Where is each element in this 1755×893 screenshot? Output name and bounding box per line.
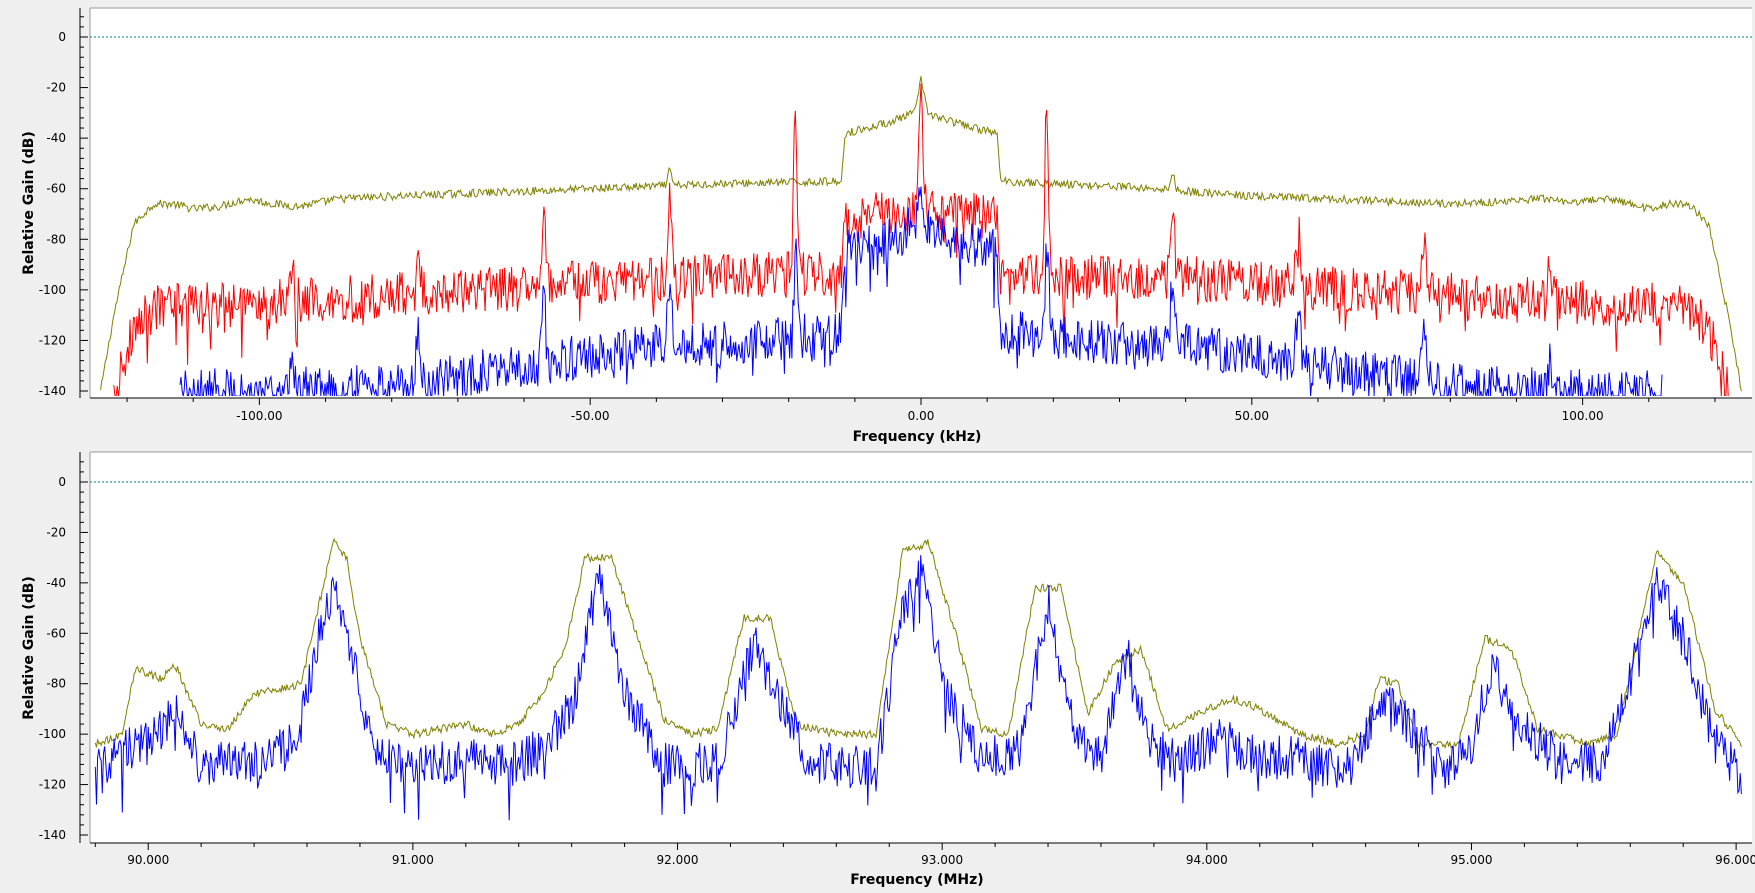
y-tick-label: -140 <box>39 384 66 398</box>
x-tick-label: -100.00 <box>236 409 282 423</box>
top-x-axis: -100.00 -50.00 0.00 50.00 100.00 <box>90 397 1752 423</box>
series-line-0 <box>94 537 1742 750</box>
bottom-x-axis-title: Frequency (MHz) <box>850 872 983 888</box>
x-tick-label: 90.000 <box>127 853 169 867</box>
series-line-0 <box>100 76 1742 392</box>
y-tick-label: -100 <box>39 727 66 741</box>
y-tick-label: -60 <box>46 182 66 196</box>
x-tick-label: 91.000 <box>392 853 434 867</box>
y-tick-label: -120 <box>39 778 66 792</box>
bottom-y-axis: 0 -20 -40 -60 -80 -100 -120 -140 <box>39 452 88 843</box>
x-tick-label: 95.000 <box>1450 853 1492 867</box>
top-y-axis: 0 -20 -40 -60 -80 -100 -120 -140 <box>39 8 88 398</box>
y-tick-label: -100 <box>39 283 66 297</box>
top-y-axis-title: Relative Gain (dB) <box>21 131 37 275</box>
bottom-x-axis: 90.000 91.000 92.000 93.000 94.000 95.000 96.0… <box>90 842 1755 867</box>
top-x-axis-title: Frequency (kHz) <box>853 429 982 445</box>
series-line-1 <box>113 83 1729 396</box>
bottom-series-group <box>94 537 1742 821</box>
y-tick-label: -60 <box>46 626 66 640</box>
y-tick-label: -40 <box>46 131 66 145</box>
y-tick-label: -140 <box>39 828 66 842</box>
y-tick-label: 0 <box>58 30 66 44</box>
x-tick-label: 92.000 <box>657 853 699 867</box>
bottom-y-axis-title: Relative Gain (dB) <box>21 576 37 720</box>
y-tick-label: -80 <box>46 677 66 691</box>
y-tick-label: -80 <box>46 232 66 246</box>
top-series-group <box>100 76 1742 396</box>
series-line-1 <box>94 555 1742 821</box>
x-tick-label: 94.000 <box>1186 853 1228 867</box>
y-tick-label: -40 <box>46 576 66 590</box>
top-plot-canvas <box>90 8 1752 398</box>
y-tick-label: -120 <box>39 333 66 347</box>
x-tick-label: 93.000 <box>921 853 963 867</box>
bottom-spectrum-plot: 0 -20 -40 -60 -80 -100 -120 -140 90.000 91.000 92… <box>21 451 1755 888</box>
x-tick-label: 96.000 <box>1715 853 1755 867</box>
top-spectrum-plot: 0 -20 -40 -60 -80 -100 -120 -140 -100.00 -50.00 0… <box>21 7 1752 445</box>
x-tick-label: 100.00 <box>1562 409 1604 423</box>
x-tick-label: 50.00 <box>1235 409 1269 423</box>
y-tick-label: 0 <box>58 475 66 489</box>
x-tick-label: -50.00 <box>571 409 610 423</box>
x-tick-label: 0.00 <box>908 409 935 423</box>
y-tick-label: -20 <box>46 81 66 95</box>
bottom-plot-canvas <box>90 452 1752 843</box>
y-tick-label: -20 <box>46 525 66 539</box>
series-line-2 <box>179 186 1663 396</box>
